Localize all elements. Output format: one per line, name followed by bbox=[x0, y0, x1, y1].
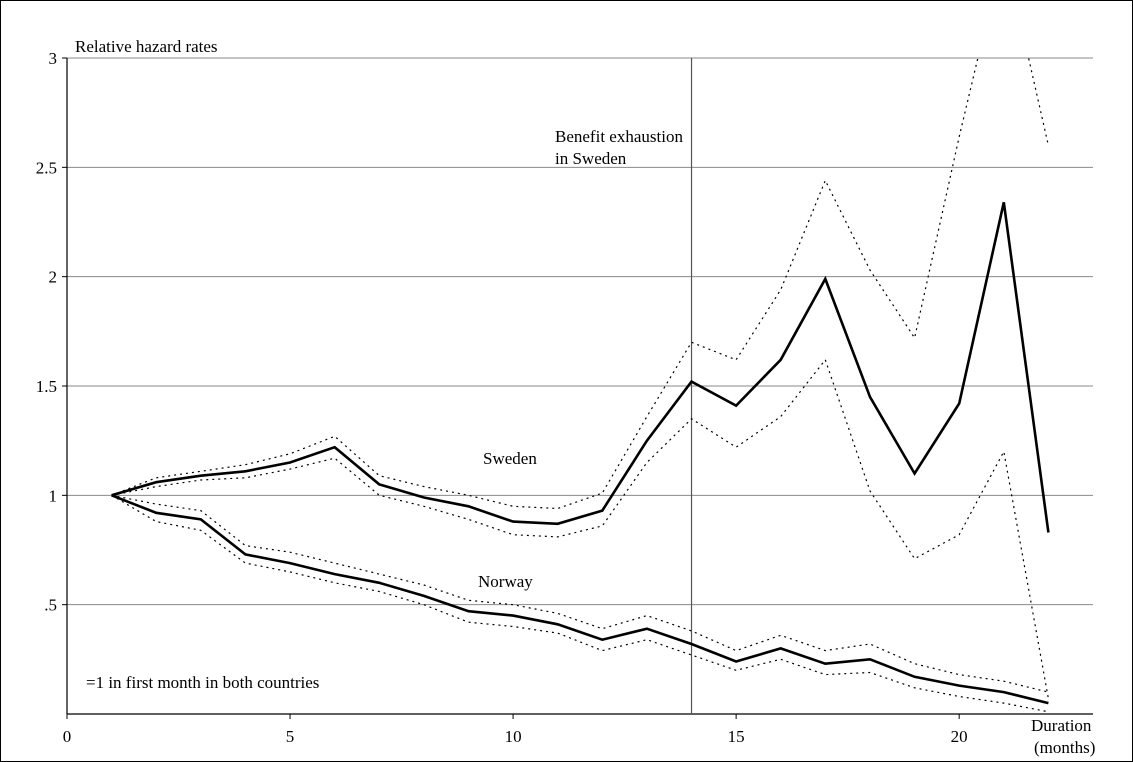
sweden-series-label: Sweden bbox=[483, 449, 537, 468]
series-lines bbox=[111, 58, 1050, 713]
tick-labels: .5 1 1.5 2 2.5 3 0 5 10 15 20 bbox=[36, 49, 968, 746]
chart-note: =1 in first month in both countries bbox=[86, 673, 319, 692]
series-line-sweden-lower-ci bbox=[111, 358, 1049, 699]
x-tick-label-0: 0 bbox=[63, 727, 72, 746]
x-axis-title-line2: (months) bbox=[1034, 738, 1095, 757]
x-tick-label-4: 20 bbox=[951, 727, 968, 746]
axes bbox=[62, 57, 1093, 719]
y-axis-title: Relative hazard rates bbox=[75, 37, 218, 56]
y-tick-label-3: 2 bbox=[49, 268, 58, 287]
series-line-sweden-upper-ci bbox=[111, 58, 1049, 510]
series-line-norway-lower-ci bbox=[111, 494, 1049, 713]
norway-series-label: Norway bbox=[478, 572, 533, 591]
y-tick-label-0: .5 bbox=[44, 596, 57, 615]
x-tick-label-1: 5 bbox=[286, 727, 295, 746]
vline-label-line2: in Sweden bbox=[555, 149, 627, 168]
x-tick-label-3: 15 bbox=[728, 727, 745, 746]
x-axis-title-line1: Duration bbox=[1031, 716, 1092, 735]
y-tick-label-2: 1.5 bbox=[36, 377, 57, 396]
series-line-norway bbox=[111, 494, 1049, 705]
series-line-norway-upper-ci bbox=[111, 494, 1049, 693]
grid-lines bbox=[67, 57, 1093, 606]
y-tick-label-1: 1 bbox=[49, 486, 58, 505]
series-line-sweden bbox=[111, 202, 1050, 533]
x-tick-label-2: 10 bbox=[505, 727, 522, 746]
vline-label-line1: Benefit exhaustion bbox=[555, 127, 683, 146]
y-tick-label-4: 2.5 bbox=[36, 158, 57, 177]
y-tick-label-5: 3 bbox=[49, 49, 58, 68]
